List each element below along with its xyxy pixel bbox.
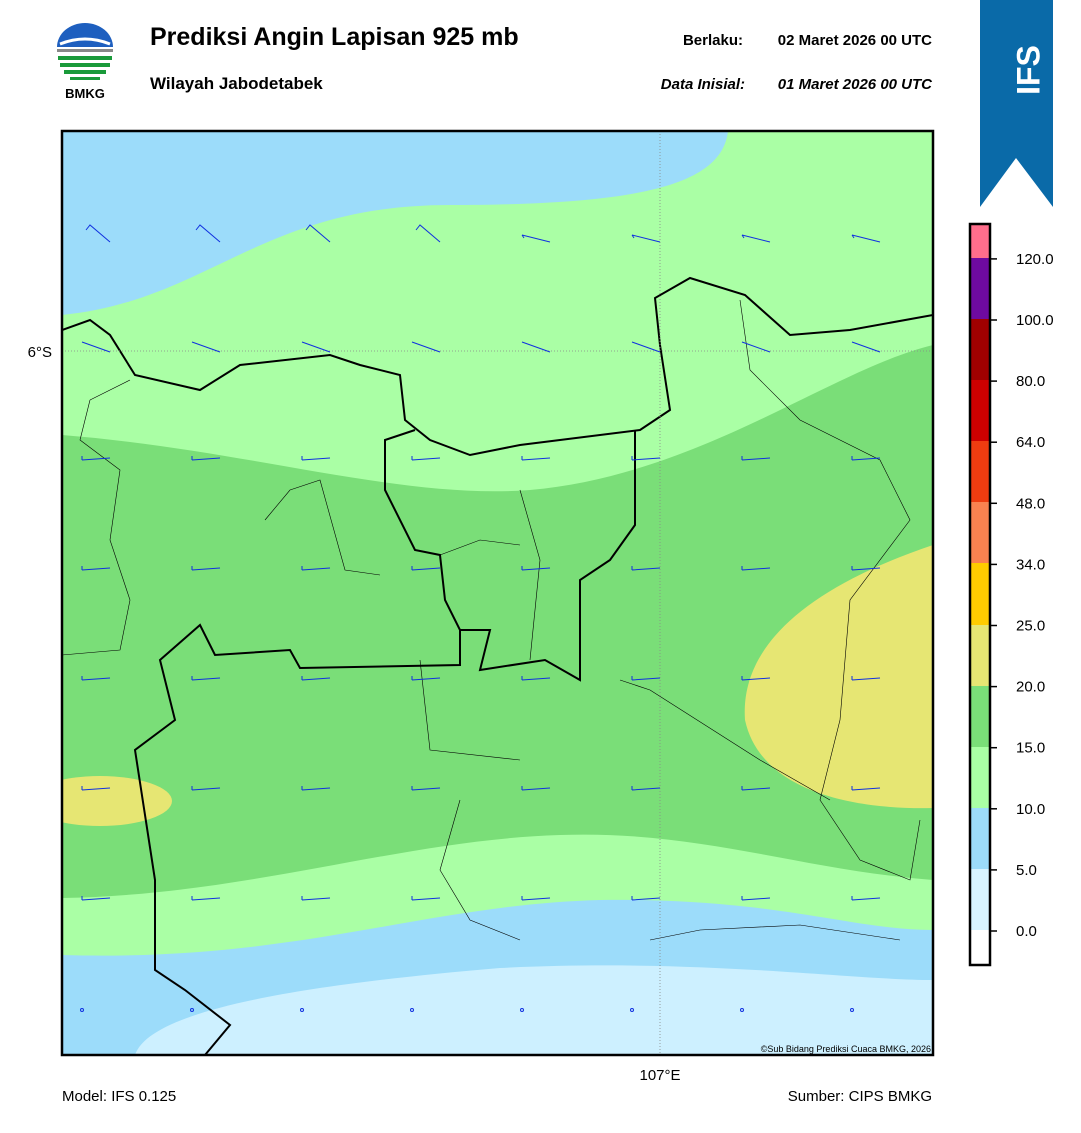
wind-calm bbox=[630, 1008, 634, 1012]
colorbar-label: 80.0 bbox=[1016, 373, 1045, 390]
colorbar-label: 25.0 bbox=[1016, 618, 1045, 635]
wind-barb bbox=[191, 456, 221, 461]
wind-barb bbox=[81, 896, 111, 901]
map bbox=[62, 131, 933, 1055]
badge-text: IFS bbox=[1010, 45, 1046, 95]
wind-calm bbox=[850, 1008, 854, 1012]
wind-barb bbox=[851, 676, 881, 681]
wind-calm bbox=[80, 1008, 84, 1012]
colorbar: 0.0 5.0 10.0 15.0 20.0 25.0 34.0 48.0 64.0 80.0 10… bbox=[968, 222, 1054, 967]
colorbar-label: 15.0 bbox=[1016, 740, 1045, 757]
colorbar-label: 34.0 bbox=[1016, 556, 1045, 573]
footer-source: Sumber: CIPS BMKG bbox=[788, 1088, 932, 1105]
wind-barb bbox=[301, 341, 331, 353]
wind-barb bbox=[191, 786, 221, 791]
wind-barb bbox=[301, 786, 331, 791]
wind-barb bbox=[631, 566, 661, 571]
wind-barb bbox=[301, 566, 331, 571]
wind-barb bbox=[85, 224, 111, 243]
wind-barb bbox=[741, 896, 771, 901]
colorbar-label: 100.0 bbox=[1016, 312, 1054, 329]
badge bbox=[980, 0, 1053, 207]
wind-barb bbox=[411, 456, 441, 461]
valid-label: Berlaku: bbox=[683, 32, 743, 49]
lon-label: 107°E bbox=[639, 1067, 680, 1084]
wind-barb bbox=[301, 676, 331, 681]
wind-calm bbox=[190, 1008, 194, 1012]
wind-barb bbox=[741, 786, 771, 791]
wind-calm bbox=[520, 1008, 524, 1012]
wind-barb bbox=[741, 456, 771, 461]
title: Prediksi Angin Lapisan 925 mb bbox=[150, 23, 519, 51]
wind-barb bbox=[305, 224, 331, 243]
wind-barb bbox=[411, 676, 441, 681]
wind-barb bbox=[191, 676, 221, 681]
colorbar-label: 5.0 bbox=[1016, 862, 1037, 879]
wind-barb bbox=[411, 341, 441, 353]
footer-model: Model: IFS 0.125 bbox=[62, 1088, 176, 1105]
wind-barb bbox=[81, 456, 111, 461]
colorbar-label: 64.0 bbox=[1016, 434, 1045, 451]
wind-barb bbox=[851, 896, 881, 901]
wind-barb bbox=[521, 676, 551, 681]
wind-calm bbox=[740, 1008, 744, 1012]
valid-time: 02 Maret 2026 00 UTC bbox=[778, 32, 932, 49]
wind-barb bbox=[191, 341, 221, 353]
wind-barb bbox=[521, 341, 551, 353]
wind-barb bbox=[521, 456, 551, 461]
wind-barb bbox=[741, 234, 771, 243]
credit: ©Sub Bidang Prediksi Cuaca BMKG, 2026 bbox=[761, 1044, 931, 1054]
wind-barb bbox=[851, 341, 881, 353]
colorbar-label: 20.0 bbox=[1016, 679, 1045, 696]
wind-calm bbox=[410, 1008, 414, 1012]
wind-barb bbox=[631, 341, 661, 353]
colorbar-label: 48.0 bbox=[1016, 495, 1045, 512]
wind-barb bbox=[851, 786, 881, 791]
wind-barb bbox=[301, 896, 331, 901]
wind-barb bbox=[631, 234, 661, 243]
wind-barb bbox=[851, 456, 881, 461]
map-frame bbox=[60, 129, 935, 1057]
wind-barb bbox=[851, 234, 881, 243]
wind-barb bbox=[851, 566, 881, 571]
wind-barb bbox=[411, 896, 441, 901]
wind-barb bbox=[741, 341, 771, 353]
colorbar-label: 0.0 bbox=[1016, 923, 1037, 940]
init-label: Data Inisial: bbox=[661, 76, 745, 93]
logo-text: BMKG bbox=[65, 86, 105, 101]
wind-barb bbox=[191, 566, 221, 571]
colorbar-label: 10.0 bbox=[1016, 801, 1045, 818]
wind-barb bbox=[521, 786, 551, 791]
lat-label: 6°S bbox=[28, 344, 52, 361]
subtitle: Wilayah Jabodetabek bbox=[150, 74, 323, 93]
wind-barb bbox=[521, 234, 551, 243]
init-time: 01 Maret 2026 00 UTC bbox=[778, 76, 933, 93]
wind-barb bbox=[411, 566, 441, 571]
wind-barb bbox=[81, 676, 111, 681]
wind-barb bbox=[631, 896, 661, 901]
wind-barb bbox=[741, 676, 771, 681]
logo: BMKG bbox=[57, 23, 113, 101]
wind-calm bbox=[300, 1008, 304, 1012]
wind-barb bbox=[301, 456, 331, 461]
wind-barb bbox=[521, 566, 551, 571]
wind-barb bbox=[415, 224, 441, 243]
wind-barb bbox=[521, 896, 551, 901]
colorbar-label: 120.0 bbox=[1016, 251, 1054, 268]
wind-barb bbox=[191, 896, 221, 901]
wind-barb bbox=[81, 566, 111, 571]
wind-barb bbox=[631, 456, 661, 461]
wind-barb bbox=[81, 341, 111, 353]
wind-barb bbox=[195, 224, 221, 243]
wind-barb bbox=[411, 786, 441, 791]
wind-barb bbox=[631, 676, 661, 681]
wind-barb bbox=[741, 566, 771, 571]
wind-barb bbox=[81, 786, 111, 791]
wind-barb bbox=[631, 786, 661, 791]
